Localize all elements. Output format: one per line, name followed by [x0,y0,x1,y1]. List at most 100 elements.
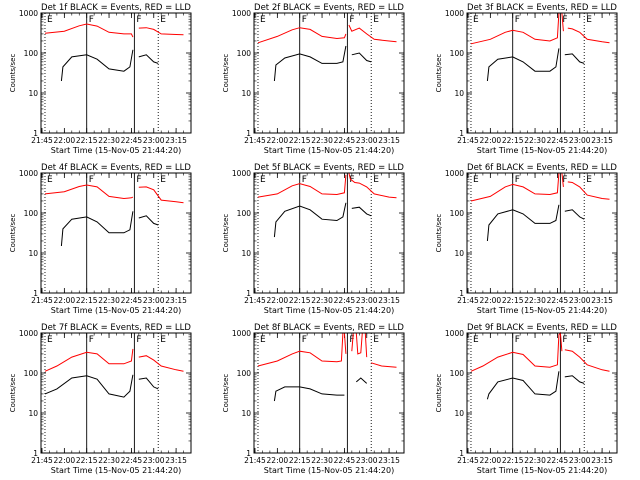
marker-label: F [89,335,94,345]
plot-panel-5: Det 5f BLACK = Events, RED = LLD 1 10 100 10… [222,163,405,315]
plot-panel-2: Det 2f BLACK = Events, RED = LLD 1 10 100 10… [222,3,405,155]
y-tick-label: 1000 [19,329,38,338]
lld-rate-line [138,355,184,372]
plot-frame [466,172,618,294]
x-tick-label: 22:15 [289,136,311,145]
x-tick-label: 21:45 [244,456,266,465]
x-tick-label: 23:00 [569,456,591,465]
y-tick-label: 1000 [232,169,251,178]
x-axis-label: Start Time (15-Nov-05 21:44:20) [264,466,394,475]
x-tick-label: 23:15 [378,136,400,145]
event-rate-line [138,215,159,226]
plot-frame [466,332,618,454]
marker-label: E [473,15,479,25]
x-tick-label: 22:00 [267,136,289,145]
y-axis-label: Counts/sec [9,54,17,93]
marker-label: E [373,175,379,185]
x-tick-label: 22:30 [524,296,546,305]
marker-label: E [260,15,266,25]
marker-label: F [349,15,354,25]
x-tick-label: 22:30 [311,136,333,145]
event-rate-line [60,211,134,247]
event-rate-line [564,53,585,64]
x-tick-label: 22:45 [334,136,356,145]
x-tick-label: 22:15 [502,136,524,145]
x-tick-label: 22:00 [54,296,76,305]
y-tick-label: 10 [454,249,464,258]
marker-label: E [373,15,379,25]
plot-frame [253,332,405,454]
event-rate-line [564,375,585,384]
y-axis-label: Counts/sec [222,54,230,93]
lld-rate-line [138,186,184,204]
y-tick-label: 100 [237,209,252,218]
y-tick-label: 1 [459,289,464,298]
x-tick-label: 21:45 [457,136,479,145]
y-axis-label: Counts/sec [435,54,443,93]
x-tick-label: 22:00 [267,296,289,305]
marker-label: F [302,175,307,185]
lld-rate-line [470,331,563,372]
x-axis-label: Start Time (15-Nov-05 21:44:20) [477,306,607,315]
lld-rate-line [567,181,610,200]
x-tick-label: 23:00 [356,296,378,305]
y-tick-label: 100 [450,209,465,218]
x-tick-label: 22:00 [480,296,502,305]
x-tick-label: 22:30 [98,136,120,145]
x-axis-label: Start Time (15-Nov-05 21:44:20) [51,306,181,315]
marker-label: F [136,15,141,25]
lld-rate-line [44,348,134,372]
plot-panel-3: Det 3f BLACK = Events, RED = LLD 1 10 100 10… [435,3,618,155]
x-tick-label: 23:00 [356,456,378,465]
marker-label: E [473,335,479,345]
y-tick-label: 100 [450,369,465,378]
y-axis-label: Counts/sec [435,374,443,413]
x-tick-label: 22:45 [334,296,356,305]
plot-title: Det 2f BLACK = Events, RED = LLD [254,3,404,13]
x-tick-label: 21:45 [31,456,53,465]
marker-label: F [515,335,520,345]
y-tick-label: 1000 [445,9,464,18]
marker-label: E [160,15,166,25]
event-rate-line [138,54,159,64]
x-tick-label: 23:15 [165,136,187,145]
y-tick-label: 100 [237,369,252,378]
marker-label: F [89,15,94,25]
plot-title: Det 6f BLACK = Events, RED = LLD [467,163,617,173]
x-tick-label: 22:00 [54,136,76,145]
y-tick-label: 1 [459,129,464,138]
marker-label: E [586,335,592,345]
marker-label: E [260,335,266,345]
x-tick-label: 22:15 [502,296,524,305]
x-tick-label: 22:45 [547,456,569,465]
y-tick-label: 100 [237,49,252,58]
event-rate-line [273,202,347,238]
x-axis-label: Start Time (15-Nov-05 21:44:20) [477,466,607,475]
plot-title: Det 1f BLACK = Events, RED = LLD [41,3,191,13]
marker-label: F [136,335,141,345]
event-rate-line [486,48,560,82]
y-axis-label: Counts/sec [9,374,17,413]
lld-rate-line [44,23,134,38]
x-axis-label: Start Time (15-Nov-05 21:44:20) [264,306,394,315]
x-tick-label: 22:30 [311,296,333,305]
x-tick-label: 22:45 [334,456,356,465]
y-tick-label: 10 [241,409,251,418]
x-tick-label: 22:45 [547,296,569,305]
plot-title: Det 8f BLACK = Events, RED = LLD [254,323,404,333]
x-tick-label: 21:45 [244,136,266,145]
plot-frame [40,172,192,294]
x-tick-label: 22:15 [76,136,98,145]
marker-label: F [562,175,567,185]
y-tick-label: 1 [459,449,464,458]
x-tick-label: 22:00 [267,456,289,465]
y-tick-label: 10 [28,409,38,418]
marker-label: E [473,175,479,185]
lld-rate-line [257,174,347,198]
y-axis-label: Counts/sec [9,214,17,253]
x-tick-label: 22:30 [98,296,120,305]
x-tick-label: 23:15 [378,296,400,305]
event-rate-line [355,377,368,384]
x-tick-label: 22:15 [76,296,98,305]
